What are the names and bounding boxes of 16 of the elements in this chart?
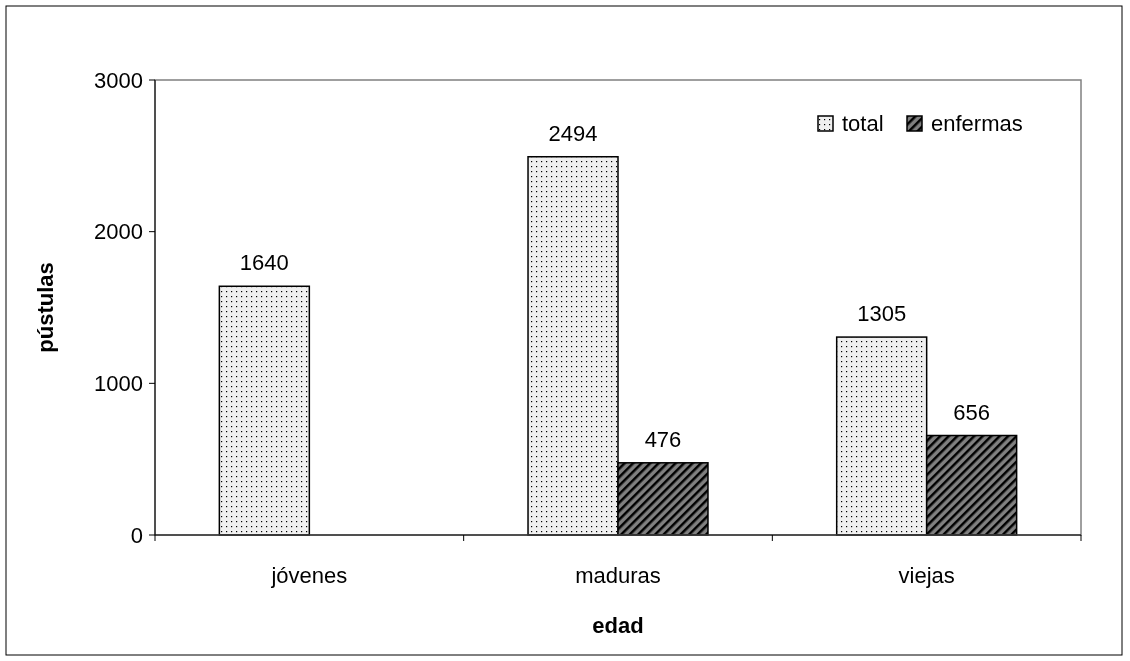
data-label: 1305 <box>857 301 907 327</box>
x-tick-label: viejas <box>898 563 955 588</box>
y-tick-label: 2000 <box>94 219 143 245</box>
data-label: 476 <box>644 426 682 452</box>
legend-label: enfermas <box>931 110 1023 136</box>
y-tick-label: 3000 <box>94 67 143 93</box>
data-label: 656 <box>953 399 991 425</box>
y-tick-label: 1000 <box>94 371 143 397</box>
y-tick-label: 0 <box>130 522 143 548</box>
y-axis-title: pústulas <box>33 262 58 353</box>
x-tick-label: jóvenes <box>270 563 348 588</box>
legend-label: total <box>842 110 884 136</box>
data-label: 1640 <box>239 250 289 276</box>
x-tick-label: maduras <box>575 563 661 588</box>
data-label: 2494 <box>548 120 598 146</box>
x-axis-title: edad <box>592 613 644 638</box>
